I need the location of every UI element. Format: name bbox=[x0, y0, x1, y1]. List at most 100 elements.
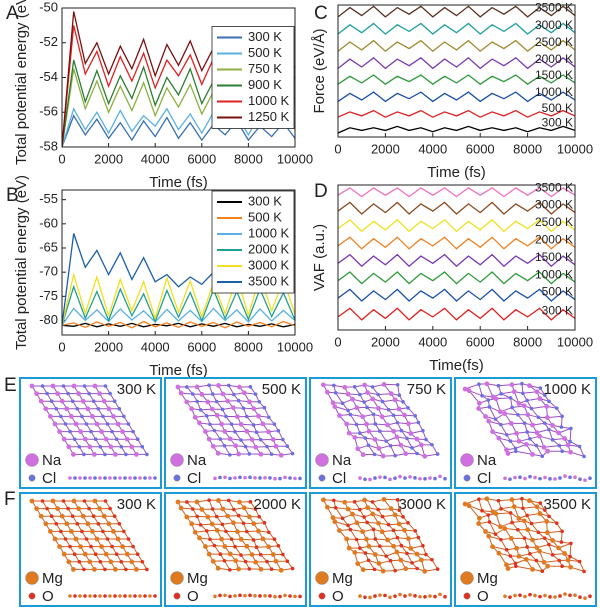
y-tick-label: -52 bbox=[39, 34, 58, 49]
side-atom bbox=[103, 594, 107, 598]
temperature-label: 2000 K bbox=[253, 496, 301, 513]
atom bbox=[256, 528, 261, 534]
atom bbox=[493, 396, 499, 402]
atom bbox=[399, 543, 404, 548]
atom bbox=[87, 559, 93, 565]
atom bbox=[344, 421, 350, 427]
atom bbox=[112, 514, 117, 518]
atom bbox=[38, 398, 44, 404]
atom bbox=[376, 405, 381, 411]
side-atom bbox=[108, 476, 112, 480]
atom bbox=[78, 429, 83, 434]
atom bbox=[401, 400, 405, 404]
atom bbox=[363, 436, 368, 440]
atom bbox=[258, 437, 263, 442]
atom bbox=[366, 558, 371, 563]
side-atom bbox=[503, 594, 507, 599]
atom bbox=[61, 436, 67, 442]
atom bbox=[145, 567, 149, 572]
atom bbox=[228, 568, 232, 572]
atom bbox=[205, 514, 211, 520]
atom bbox=[534, 504, 540, 510]
atom bbox=[480, 393, 484, 398]
atom bbox=[543, 508, 547, 512]
atom bbox=[215, 565, 221, 571]
atom bbox=[251, 423, 256, 427]
atom bbox=[76, 391, 81, 396]
species-label: Na bbox=[477, 452, 497, 469]
atom bbox=[66, 506, 70, 511]
atom bbox=[92, 383, 98, 389]
species-icon bbox=[460, 571, 474, 585]
side-atom bbox=[588, 594, 592, 599]
atom bbox=[120, 429, 125, 434]
legend-box bbox=[211, 26, 295, 129]
side-atom bbox=[553, 477, 557, 481]
x-tick-label: 0 bbox=[58, 151, 65, 166]
x-tick-label: 8000 bbox=[513, 334, 542, 349]
legend-label: 300 K bbox=[248, 29, 282, 44]
legend-label: 3500 K bbox=[248, 273, 290, 288]
atom bbox=[424, 552, 428, 557]
atom bbox=[218, 552, 223, 556]
atom bbox=[140, 445, 145, 449]
atom bbox=[245, 529, 249, 534]
side-atom bbox=[548, 595, 552, 599]
atom bbox=[365, 505, 370, 511]
atom bbox=[352, 500, 357, 504]
atom bbox=[562, 436, 567, 441]
side-atom bbox=[513, 593, 517, 598]
atom bbox=[362, 497, 367, 503]
legend-label: 900 K bbox=[248, 77, 282, 92]
atom bbox=[256, 413, 261, 419]
atom bbox=[366, 443, 371, 448]
panel-label: E bbox=[4, 375, 17, 396]
atom bbox=[220, 391, 226, 397]
atom bbox=[229, 422, 234, 426]
atom bbox=[92, 567, 97, 572]
side-atom bbox=[268, 476, 272, 480]
series-line bbox=[338, 125, 575, 134]
atom bbox=[175, 384, 181, 390]
atom bbox=[462, 501, 468, 507]
plot-frame bbox=[61, 189, 296, 336]
atom bbox=[105, 422, 110, 426]
atom bbox=[93, 437, 98, 442]
atom bbox=[422, 453, 428, 459]
series-label: 1000 K bbox=[535, 267, 573, 281]
atom bbox=[502, 526, 508, 531]
atom bbox=[71, 383, 77, 389]
y-tick-label: -65 bbox=[39, 239, 58, 254]
atom bbox=[525, 513, 529, 518]
side-atom bbox=[518, 593, 522, 598]
atom bbox=[523, 557, 529, 562]
side-atom bbox=[568, 593, 572, 598]
temperature-label: 300 K bbox=[117, 381, 156, 398]
atom bbox=[55, 391, 60, 396]
atom bbox=[534, 545, 540, 551]
atom bbox=[103, 551, 109, 557]
x-axis-label: Time(fs) bbox=[429, 357, 483, 374]
atom bbox=[366, 543, 372, 549]
atom bbox=[435, 567, 440, 571]
atom bbox=[231, 405, 236, 411]
atom bbox=[410, 446, 414, 450]
atom bbox=[530, 566, 535, 572]
side-atom bbox=[253, 593, 257, 598]
atom bbox=[514, 564, 518, 569]
atom bbox=[393, 568, 397, 573]
atom bbox=[497, 524, 503, 530]
atom bbox=[73, 421, 79, 427]
atom bbox=[544, 415, 550, 420]
atom bbox=[214, 527, 220, 533]
species-label: O bbox=[42, 588, 54, 605]
atom bbox=[265, 444, 269, 449]
atom bbox=[401, 515, 405, 519]
side-atom bbox=[73, 594, 77, 598]
atom bbox=[537, 511, 543, 516]
atom bbox=[236, 398, 241, 403]
atom bbox=[550, 538, 555, 543]
panel-label: C bbox=[314, 3, 328, 24]
legend-box bbox=[211, 190, 295, 294]
side-atom bbox=[98, 476, 102, 480]
